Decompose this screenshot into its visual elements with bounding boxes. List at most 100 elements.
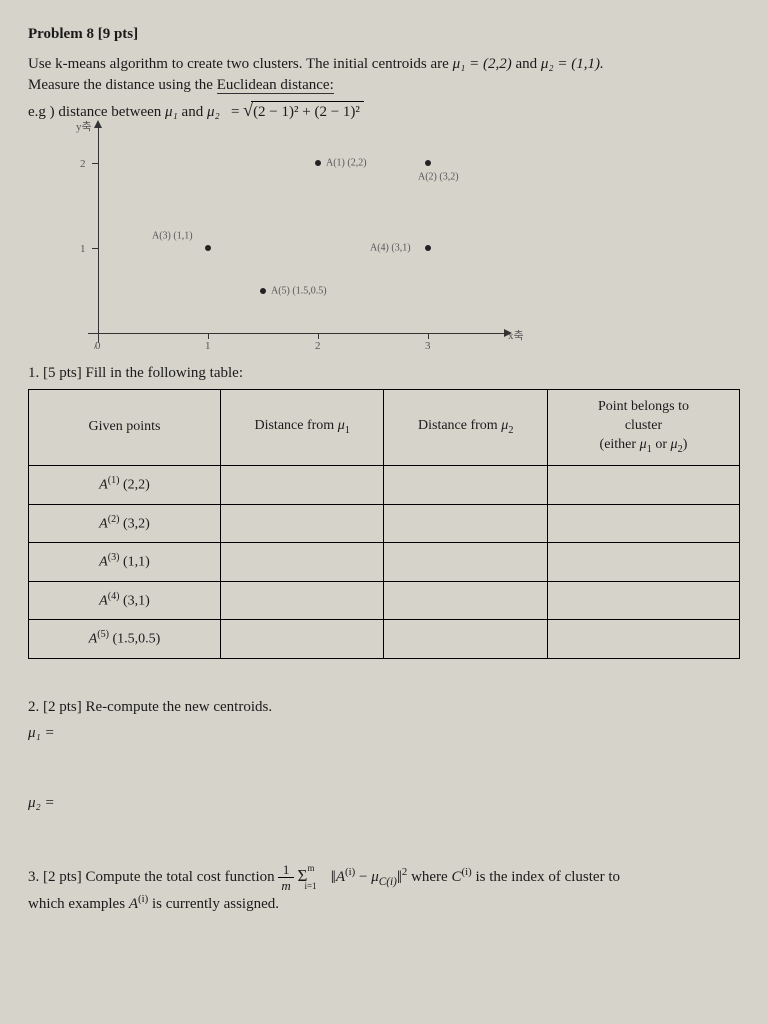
summation: Σmi=1 bbox=[298, 866, 331, 885]
cell-point: A(2) (3,2) bbox=[29, 504, 221, 543]
col-dist-mu1: Distance from μ1 bbox=[220, 390, 384, 466]
col-given-points: Given points bbox=[29, 390, 221, 466]
distance-table: Given points Distance from μ1 Distance f… bbox=[28, 389, 740, 658]
table-row: A(3) (1,1) bbox=[29, 543, 740, 582]
mu2-blank: μ₂ = bbox=[28, 793, 740, 813]
col4-close: ) bbox=[683, 437, 688, 452]
col4-l3a: (either bbox=[600, 437, 640, 452]
cell-point: A(1) (2,2) bbox=[29, 466, 221, 505]
norm-sq: 2 bbox=[402, 866, 407, 878]
table-row: A(2) (3,2) bbox=[29, 504, 740, 543]
part3-paragraph: 3. [2 pts] Compute the total cost functi… bbox=[28, 863, 740, 914]
col-cluster: Point belongs to cluster (either μ1 or μ… bbox=[548, 390, 740, 466]
cell-empty bbox=[220, 543, 384, 582]
col-dist-mu2: Distance from μ2 bbox=[384, 390, 548, 466]
eg-prefix: e.g ) distance between bbox=[28, 104, 165, 120]
part3-C-sup: (i) bbox=[461, 866, 471, 878]
frac-num: 1 bbox=[278, 863, 293, 878]
intro-text-1: Use k-means algorithm to create two clus… bbox=[28, 56, 453, 72]
intro-text-2a: Measure the distance using the bbox=[28, 77, 217, 93]
y-tick-label: 2 bbox=[80, 157, 86, 172]
x-tick-label: 3 bbox=[425, 339, 431, 354]
data-point bbox=[425, 245, 431, 251]
problem-title: Problem 8 [9 pts] bbox=[28, 24, 740, 44]
eg-and: and bbox=[182, 104, 207, 120]
col4-l1: Point belongs to bbox=[598, 399, 689, 414]
part3-line2c: is currently assigned. bbox=[152, 896, 279, 912]
part3-C: C bbox=[451, 869, 461, 885]
y-tick bbox=[92, 163, 98, 164]
eg-eq: = bbox=[227, 104, 243, 120]
part3-text-a: 3. [2 pts] Compute the total cost functi… bbox=[28, 869, 278, 885]
y-axis-label: y축 bbox=[76, 120, 92, 135]
col4-l2: cluster bbox=[625, 418, 662, 433]
table-row: A(1) (2,2) bbox=[29, 466, 740, 505]
part3-text-b: where bbox=[411, 869, 451, 885]
cell-empty bbox=[384, 504, 548, 543]
data-point bbox=[260, 288, 266, 294]
x-tick-label: 2 bbox=[315, 339, 321, 354]
intro-paragraph: Use k-means algorithm to create two clus… bbox=[28, 54, 740, 95]
euclidean-underline: Euclidean distance: bbox=[217, 77, 334, 94]
y-axis bbox=[98, 128, 99, 344]
sqrt-expression: √ (2 − 1)² + (2 − 1)² bbox=[243, 101, 364, 123]
origin-mark: / bbox=[94, 339, 97, 354]
norm-mu: μ bbox=[371, 869, 379, 885]
sqrt-radicand: (2 − 1)² + (2 − 1)² bbox=[251, 101, 364, 123]
cell-empty bbox=[548, 504, 740, 543]
cell-empty bbox=[384, 581, 548, 620]
cell-empty bbox=[220, 620, 384, 659]
cell-point: A(3) (1,1) bbox=[29, 543, 221, 582]
cell-empty bbox=[548, 620, 740, 659]
mu2-definition: μ₂ = (1,1). bbox=[541, 56, 604, 72]
norm-mu-sub: C(i) bbox=[379, 876, 397, 888]
part3-A-sup: (i) bbox=[138, 893, 148, 905]
x-axis bbox=[88, 333, 504, 334]
part3-line2a: which examples bbox=[28, 896, 129, 912]
fraction: 1 m bbox=[278, 863, 293, 892]
sum-upper: m bbox=[307, 863, 314, 873]
y-tick-label: 1 bbox=[80, 242, 86, 257]
x-tick-label: 1 bbox=[205, 339, 211, 354]
example-equation: e.g ) distance between μ₁ and μ₂ = √ (2 … bbox=[28, 101, 740, 123]
table-header-row: Given points Distance from μ1 Distance f… bbox=[29, 390, 740, 466]
data-point-label: A(1) (2,2) bbox=[326, 156, 367, 170]
cell-empty bbox=[548, 543, 740, 582]
cell-empty bbox=[220, 466, 384, 505]
data-point bbox=[425, 160, 431, 166]
arrow-up-icon bbox=[94, 120, 102, 128]
norm-A: A bbox=[336, 869, 345, 885]
norm-A-sup: (i) bbox=[345, 866, 355, 878]
sum-lower: i=1 bbox=[304, 881, 316, 891]
data-point-label: A(5) (1.5,0.5) bbox=[271, 284, 327, 298]
x-axis-label: x축 bbox=[508, 329, 524, 344]
and-word: and bbox=[515, 56, 540, 72]
table-row: A(4) (3,1) bbox=[29, 581, 740, 620]
frac-den: m bbox=[278, 878, 293, 892]
cell-empty bbox=[548, 466, 740, 505]
part3-text-d: is the index of cluster to bbox=[475, 869, 620, 885]
cell-point: A(5) (1.5,0.5) bbox=[29, 620, 221, 659]
data-point bbox=[315, 160, 321, 166]
data-point-label: A(2) (3,2) bbox=[418, 170, 459, 184]
part1-heading: 1. [5 pts] Fill in the following table: bbox=[28, 363, 740, 383]
cell-empty bbox=[220, 581, 384, 620]
part3-A: A bbox=[129, 896, 138, 912]
cell-empty bbox=[220, 504, 384, 543]
cell-empty bbox=[548, 581, 740, 620]
scatter-chart: 012312x축y축/A(1) (2,2)A(2) (3,2)A(3) (1,1… bbox=[48, 133, 528, 353]
table-row: A(5) (1.5,0.5) bbox=[29, 620, 740, 659]
mu1-blank: μ₁ = bbox=[28, 723, 740, 743]
data-point-label: A(4) (3,1) bbox=[370, 241, 411, 255]
col4-or: or bbox=[652, 437, 671, 452]
data-point bbox=[205, 245, 211, 251]
mu1-definition: μ₁ = (2,2) bbox=[453, 56, 512, 72]
eg-mu1: μ₁ bbox=[165, 104, 178, 120]
cell-point: A(4) (3,1) bbox=[29, 581, 221, 620]
data-point-label: A(3) (1,1) bbox=[152, 229, 193, 243]
cell-empty bbox=[384, 466, 548, 505]
cell-empty bbox=[384, 543, 548, 582]
eg-mu2: μ₂ bbox=[207, 104, 220, 120]
part2-heading: 2. [2 pts] Re-compute the new centroids. bbox=[28, 697, 740, 717]
y-tick bbox=[92, 248, 98, 249]
